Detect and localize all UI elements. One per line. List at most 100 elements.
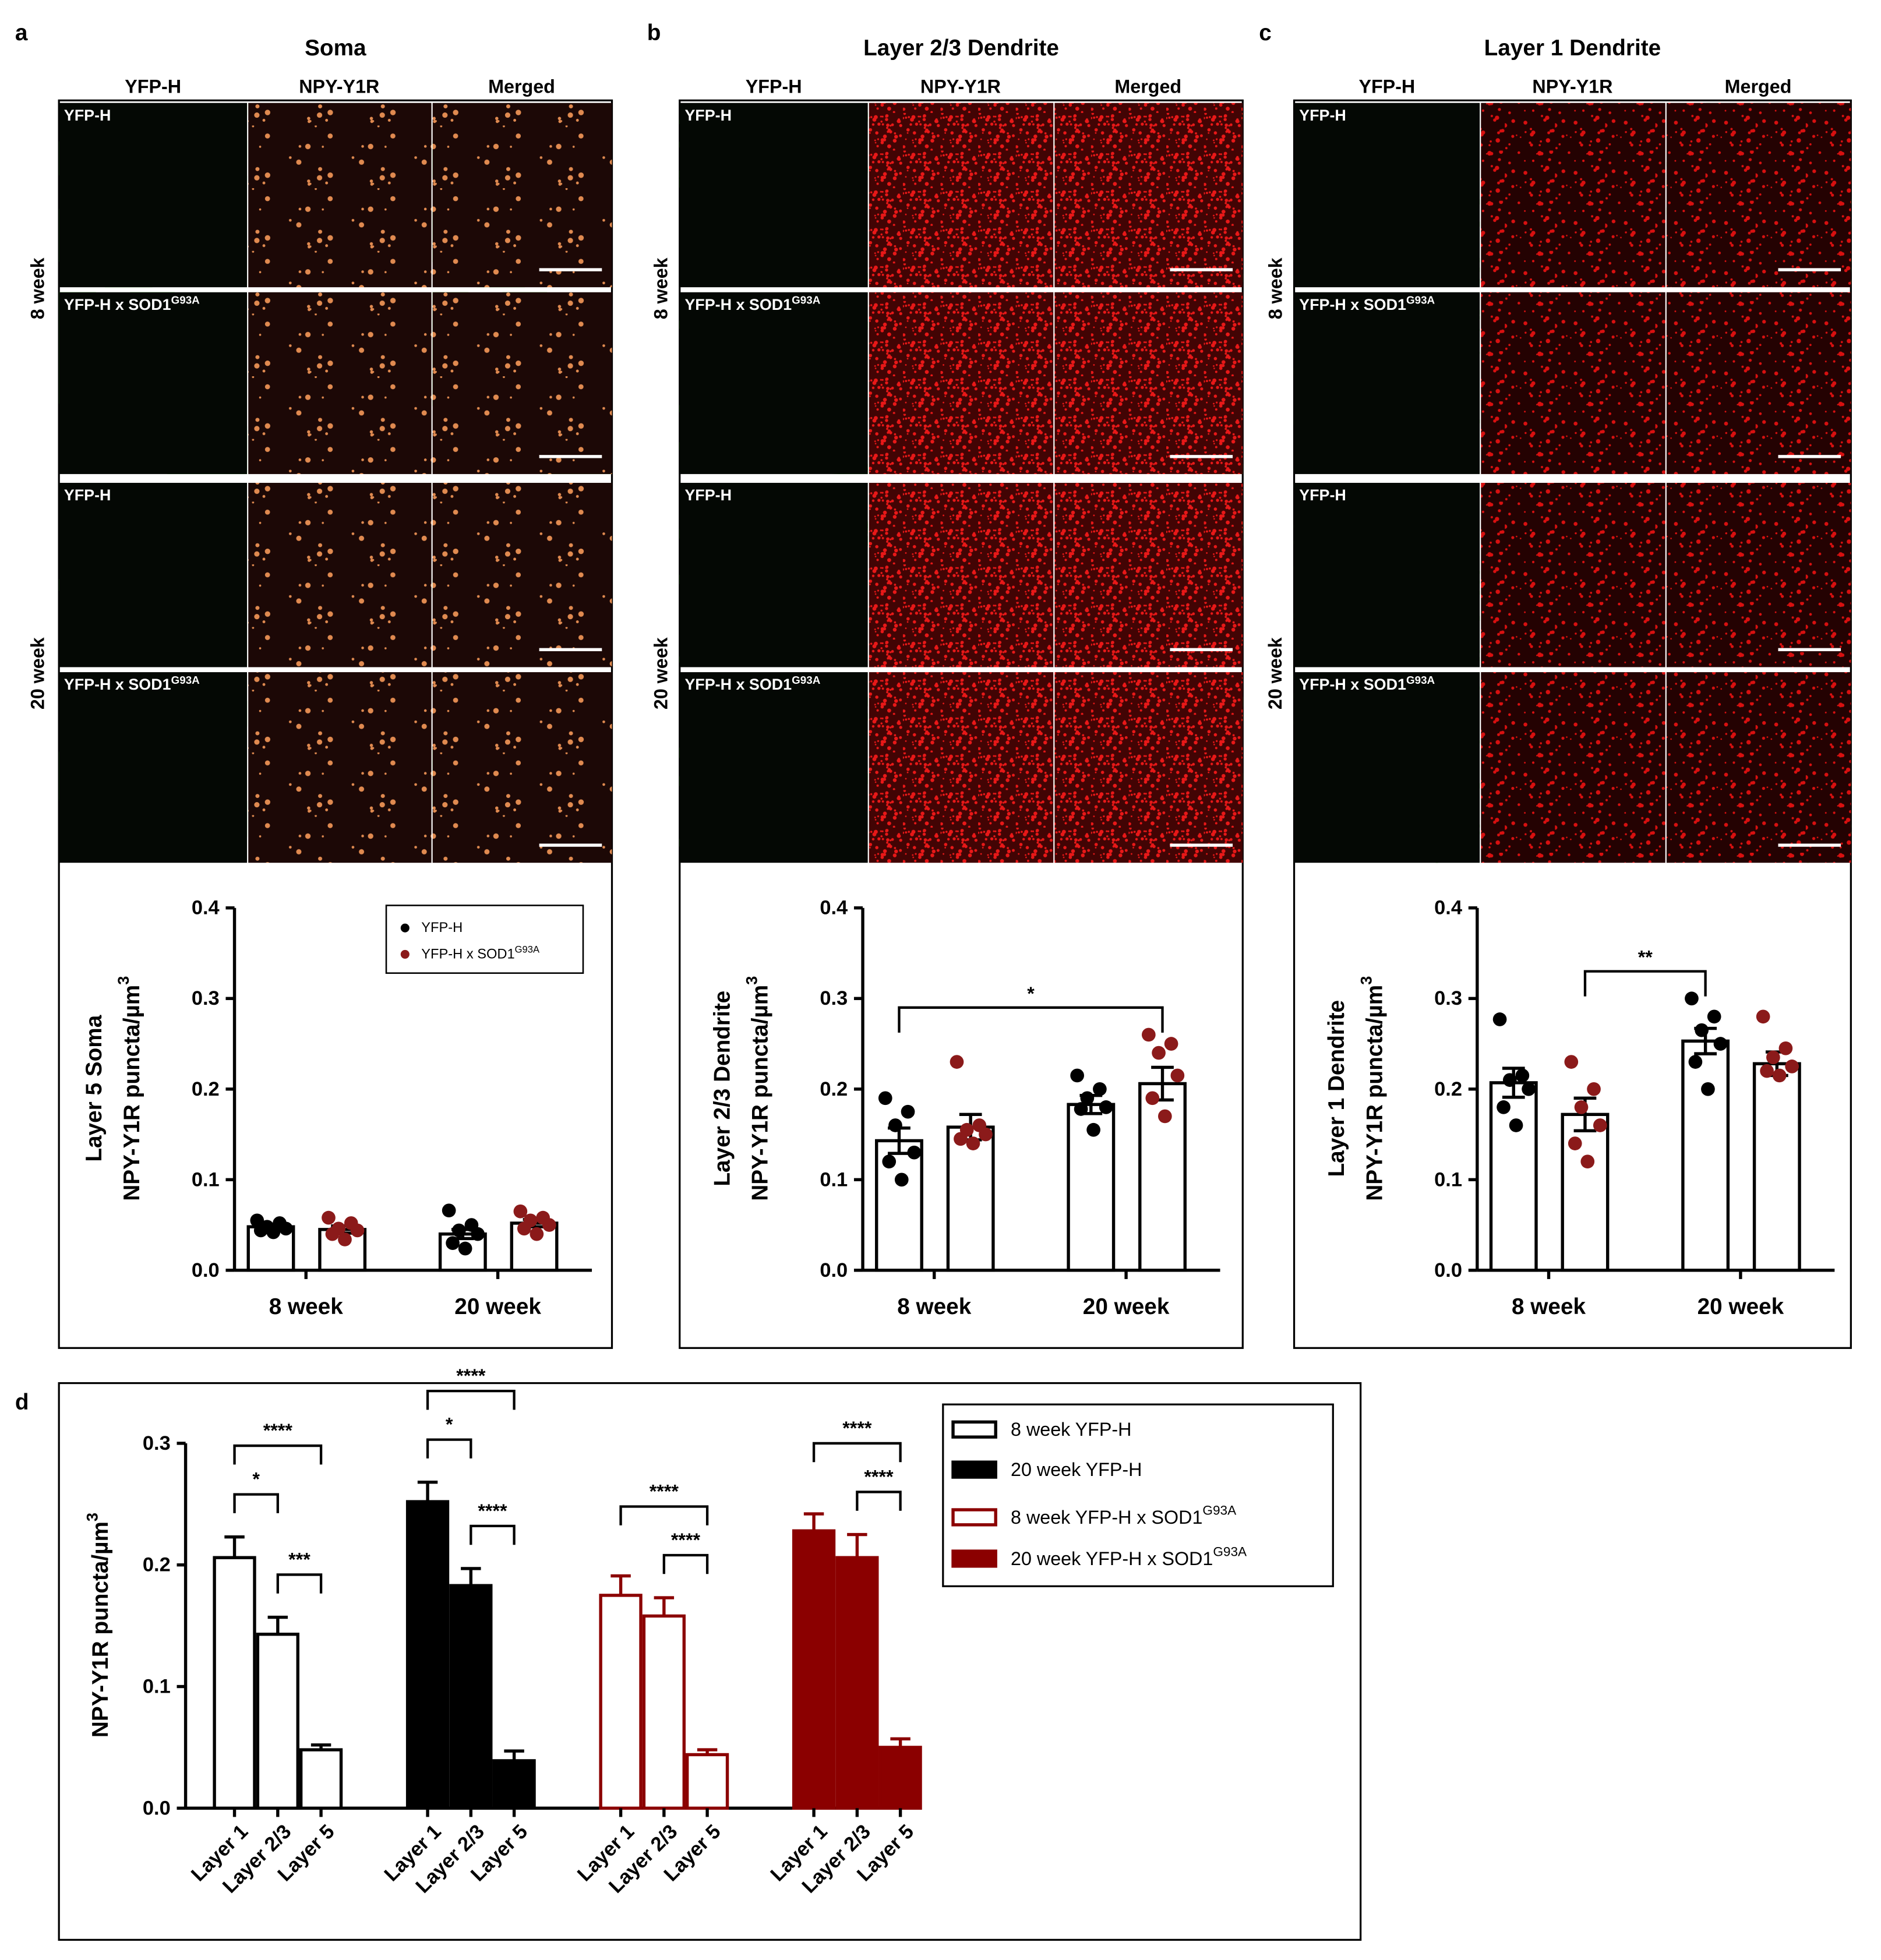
image-bg	[679, 103, 868, 288]
data-point	[901, 1104, 915, 1119]
row-label-sup: G93A	[792, 294, 821, 306]
bar	[1752, 1062, 1801, 1272]
significance-bracket	[812, 1442, 902, 1463]
image-bg	[432, 482, 612, 668]
legend-marker	[400, 949, 410, 959]
image-bg	[59, 292, 248, 474]
row-group-label: 20 week	[1265, 637, 1286, 709]
data-point	[1756, 1009, 1770, 1024]
image-bg	[248, 482, 432, 668]
y-tick-label: 0.3	[192, 987, 220, 1009]
data-point	[513, 1204, 528, 1219]
y-tick-label: 0.1	[1434, 1168, 1462, 1191]
image-bg	[869, 482, 1054, 668]
image-bg	[869, 292, 1054, 474]
legend-label-sup: G93A	[1202, 1503, 1237, 1517]
y-axis-label: Layer 1 Dendrite	[1324, 1000, 1349, 1177]
image-bg	[59, 103, 248, 288]
data-point	[1701, 1082, 1715, 1096]
panel-title: Layer 2/3 Dendrite	[863, 36, 1059, 61]
row-group-label: 8 week	[1265, 257, 1286, 319]
significance-bracket	[470, 1524, 516, 1545]
column-header: Merged	[488, 76, 555, 97]
y-axis-label-text: NPY-Y1R puncta/µm	[88, 1521, 113, 1737]
data-point	[1070, 1068, 1084, 1083]
data-point	[325, 1227, 340, 1241]
y-axis-label-sup: 3	[742, 976, 760, 985]
data-point	[966, 1136, 980, 1150]
image-bg	[1666, 672, 1851, 863]
data-point	[1760, 1064, 1774, 1078]
y-tick-label: 0.3	[1434, 987, 1462, 1009]
data-point	[878, 1091, 892, 1106]
data-point	[882, 1154, 897, 1169]
data-point	[1574, 1100, 1589, 1114]
legend-label: 20 week YFP-H x SOD1G93A	[1011, 1544, 1247, 1569]
data-point	[1164, 1037, 1178, 1051]
data-point	[278, 1221, 293, 1236]
significance-label: *	[1027, 983, 1035, 1004]
image-bg	[59, 482, 248, 668]
data-point	[1707, 1009, 1721, 1024]
image-bg	[679, 292, 868, 474]
bar	[1561, 1113, 1610, 1272]
data-point	[1522, 1082, 1536, 1096]
data-point	[1785, 1060, 1799, 1073]
significance-bracket	[662, 1553, 709, 1574]
data-point	[517, 1221, 531, 1236]
legend-box	[942, 1403, 1334, 1587]
image-bg	[1666, 482, 1851, 668]
data-point	[446, 1236, 460, 1251]
significance-label: ***	[288, 1549, 310, 1570]
y-tick-label: 0.2	[1434, 1078, 1462, 1100]
data-point	[452, 1223, 466, 1238]
data-point	[458, 1241, 472, 1256]
row-label: YFP-H x SOD1G93A	[684, 294, 820, 313]
data-point	[1080, 1091, 1095, 1106]
row-label-text: YFP-H x SOD1	[1299, 296, 1406, 313]
y-tick-label: 0.4	[820, 897, 848, 919]
significance-bracket	[233, 1493, 279, 1513]
data-point	[542, 1218, 556, 1232]
row-group-label: 8 week	[27, 257, 48, 319]
significance-bracket	[1583, 970, 1707, 997]
significance-label: ****	[456, 1365, 486, 1386]
y-tick-label: 0.2	[143, 1554, 171, 1576]
image-bg	[432, 672, 612, 863]
significance-bracket	[276, 1573, 323, 1594]
image-bg	[1481, 103, 1665, 288]
data-point	[1515, 1068, 1530, 1083]
row-label: YFP-H	[1299, 107, 1346, 124]
significance-bracket	[233, 1444, 323, 1465]
legend-marker	[400, 923, 410, 933]
image-bg	[1054, 672, 1243, 863]
bar	[792, 1529, 836, 1810]
data-point	[1157, 1109, 1172, 1124]
legend-swatch	[951, 1420, 997, 1439]
bar	[492, 1759, 536, 1810]
column-header: YFP-H	[746, 76, 802, 97]
panel-letter: b	[647, 20, 661, 45]
bar	[213, 1556, 256, 1810]
y-axis-label: NPY-Y1R puncta/µm3	[1357, 976, 1387, 1201]
panel-title: Soma	[305, 36, 366, 61]
legend-box	[385, 905, 584, 974]
legend-swatch	[951, 1460, 997, 1479]
data-point	[1145, 1091, 1160, 1106]
y-tick-label: 0.4	[1434, 897, 1462, 919]
y-tick-label: 0.1	[192, 1168, 220, 1191]
data-point	[1593, 1118, 1607, 1132]
image-bg	[1054, 482, 1243, 668]
significance-bracket	[856, 1491, 902, 1511]
data-point	[1152, 1046, 1166, 1060]
row-label-text: YFP-H x SOD1	[64, 676, 171, 693]
panel-letter: a	[15, 20, 28, 45]
y-axis-label-sup: 3	[1357, 976, 1375, 985]
panel-letter: c	[1259, 20, 1272, 45]
image-bg	[248, 672, 432, 863]
row-label-text: YFP-H x SOD1	[1299, 676, 1406, 693]
data-point	[979, 1127, 993, 1142]
green-spot	[612, 175, 620, 183]
significance-bracket	[619, 1505, 709, 1525]
image-bg	[1294, 672, 1480, 863]
